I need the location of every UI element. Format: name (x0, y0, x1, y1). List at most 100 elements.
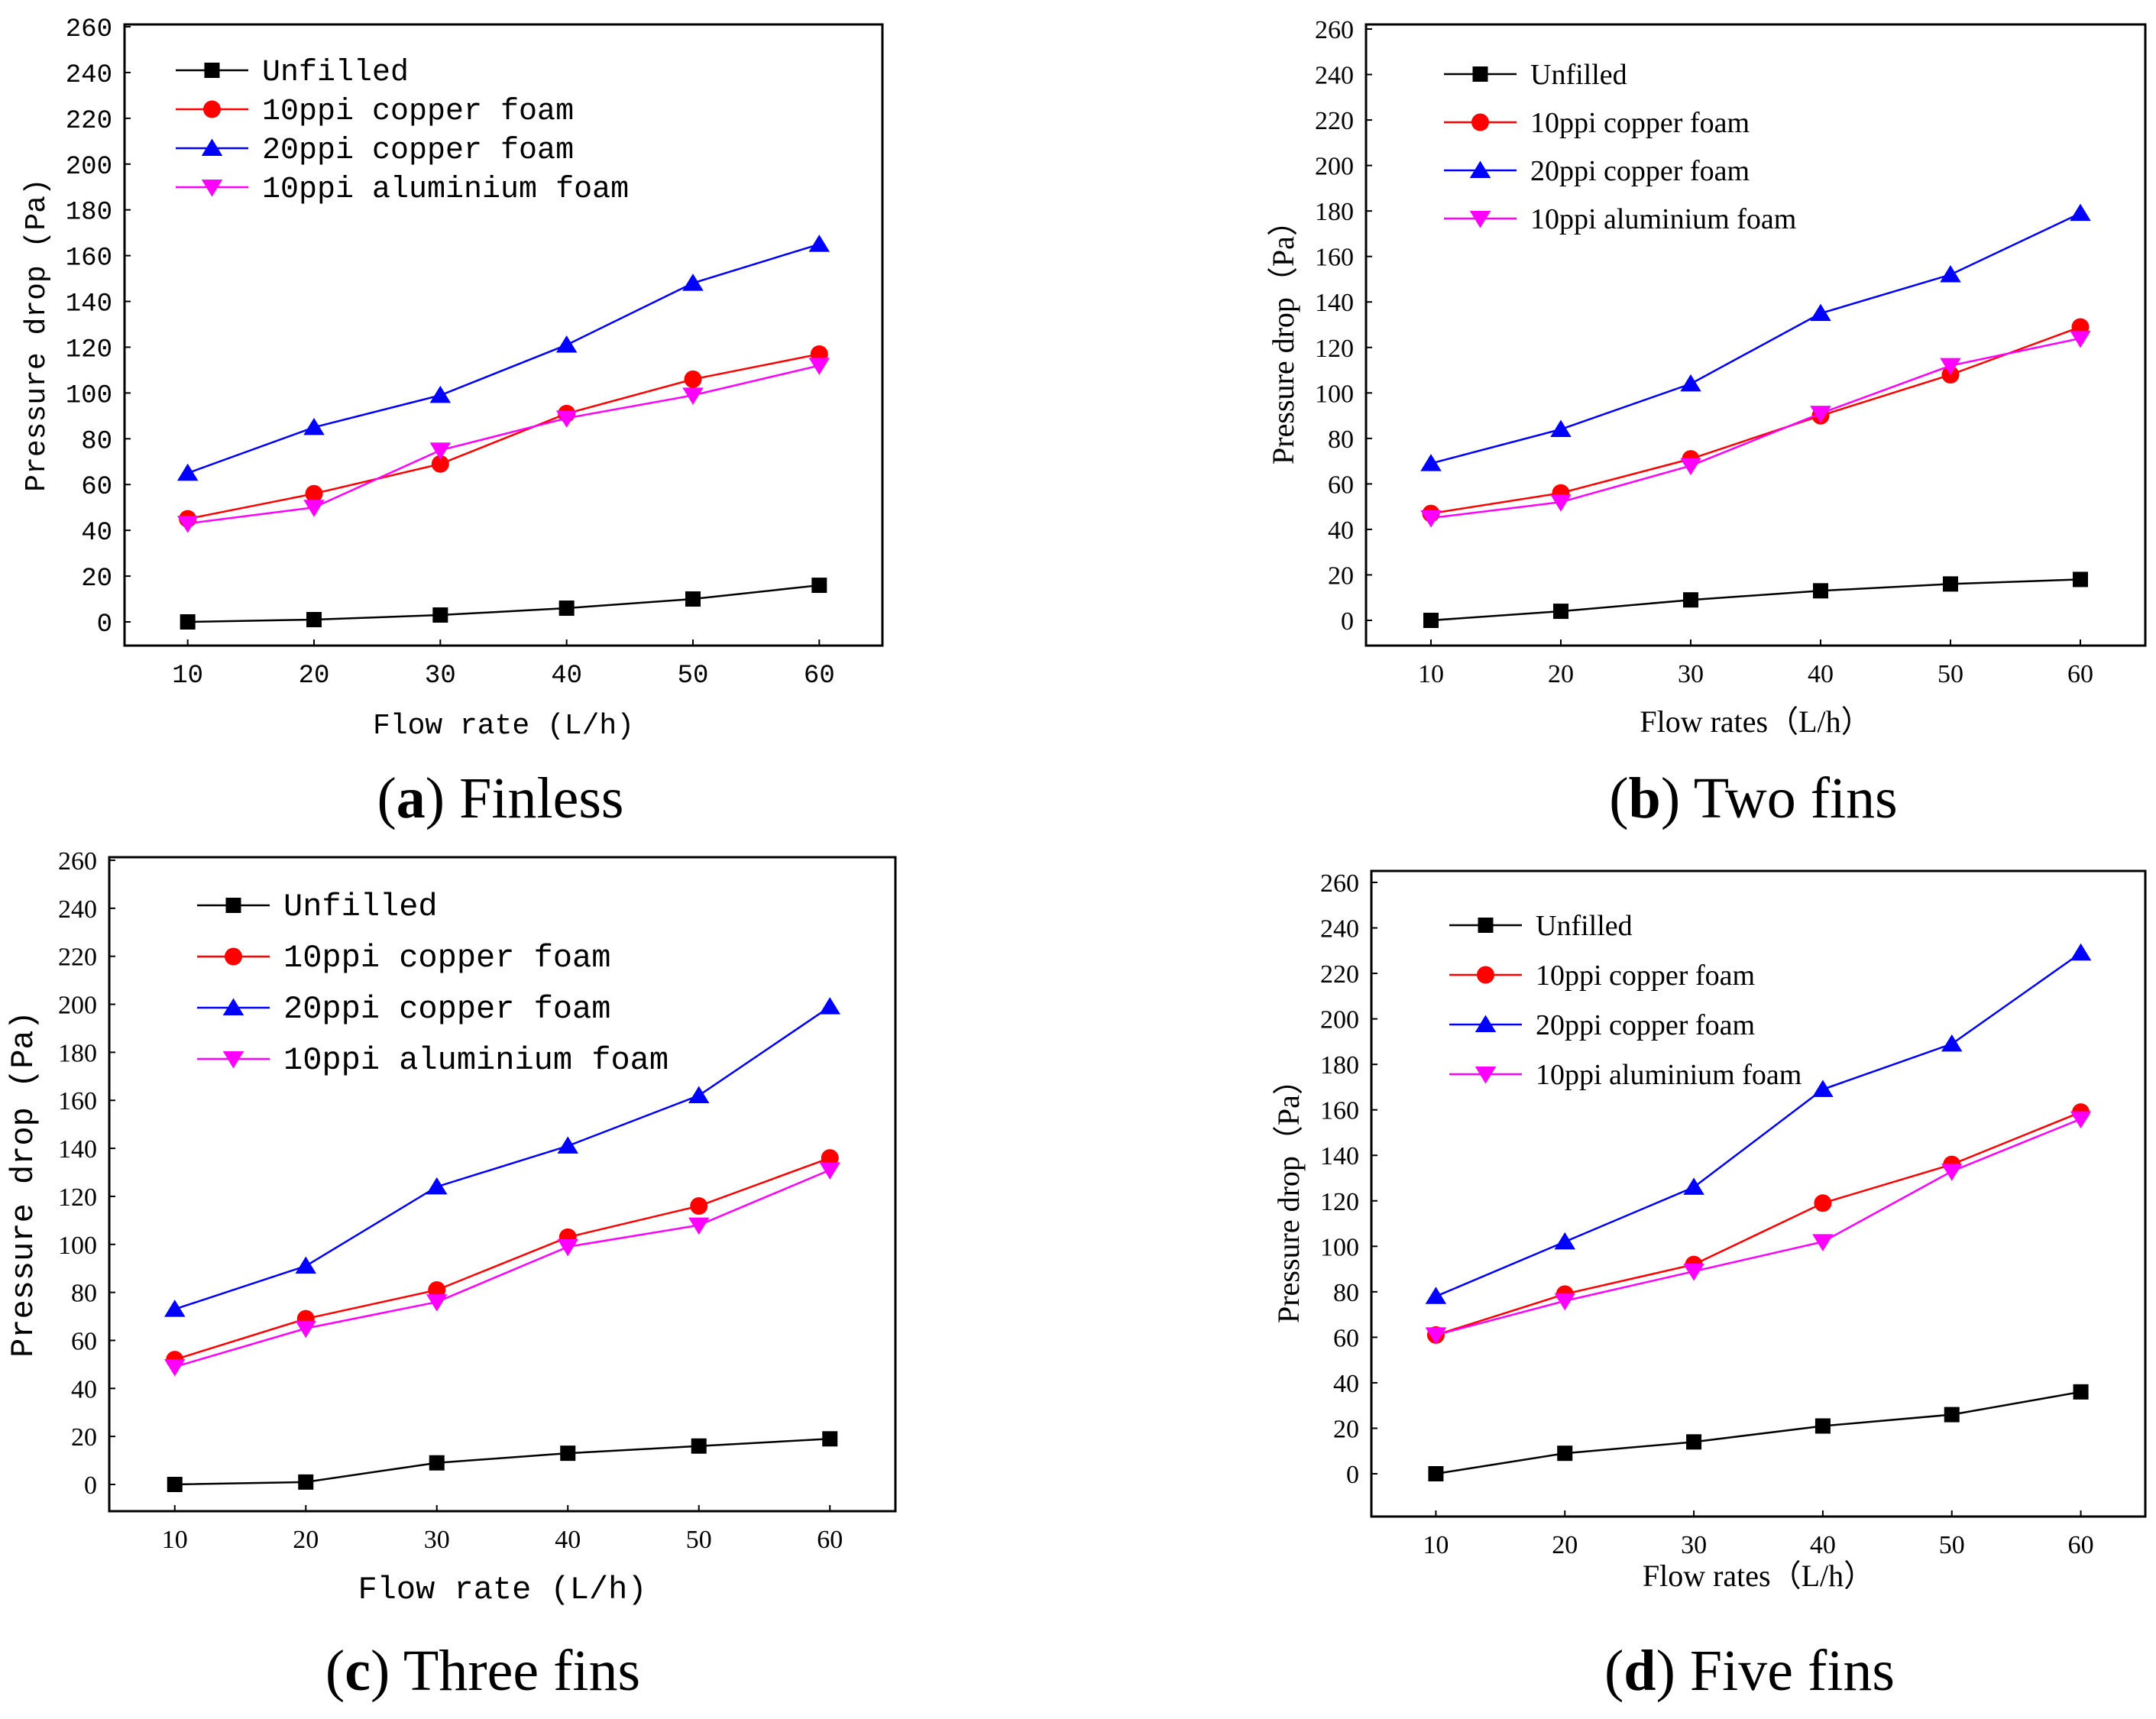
y-axis-label: Pressure drop（Pa） (1266, 206, 1300, 465)
data-point-s2-1 (1550, 419, 1572, 437)
panel-title: Finless (459, 766, 623, 830)
legend-label-3: 10ppi aluminium foam (1536, 1059, 1802, 1091)
data-point-s3-1 (1554, 1293, 1575, 1311)
x-tick-label: 30 (1678, 660, 1704, 688)
plot-area (123, 23, 884, 647)
data-point-s0-5 (2073, 571, 2088, 588)
data-point-s3-3 (555, 410, 578, 428)
x-tick-label: 50 (1939, 1531, 1965, 1559)
y-tick-label: 120 (1320, 1188, 1359, 1216)
data-point-s2-5 (808, 235, 830, 252)
data-point-s1-1 (305, 484, 323, 503)
data-point-s1-4 (690, 1196, 708, 1215)
y-tick-label: 0 (84, 1471, 97, 1500)
y-tick-label: 160 (66, 244, 112, 274)
data-point-s0-3 (1814, 1418, 1831, 1434)
data-point-s0-2 (1686, 1434, 1702, 1450)
series-line-3 (187, 364, 820, 525)
panel-caption: (b) Two fins (1609, 766, 1898, 830)
series-line-2 (1435, 952, 2082, 1297)
data-point-s2-4 (1940, 265, 1961, 283)
y-tick-label: 220 (58, 944, 97, 972)
legend-label-1: 10ppi copper foam (283, 940, 610, 976)
x-tick-label: 10 (1418, 660, 1444, 688)
x-tick-label: 60 (2068, 1531, 2094, 1559)
y-tick-label: 220 (1320, 960, 1359, 989)
data-point-s3-3 (557, 1238, 578, 1257)
x-tick-label: 40 (1810, 1531, 1836, 1559)
data-point-s3-5 (2070, 1111, 2092, 1129)
y-tick-label: 200 (1315, 153, 1354, 181)
x-axis-label: Flow rate (L/h) (373, 710, 634, 743)
legend-label-0: Unfilled (283, 889, 438, 925)
data-point-s0-1 (306, 612, 322, 628)
panel-letter: c (345, 1639, 371, 1703)
data-point-s0-4 (685, 591, 701, 607)
y-tick-label: 120 (1315, 335, 1354, 363)
y-tick-label: 140 (66, 290, 112, 319)
y-tick-label: 240 (58, 895, 97, 924)
y-tick-label: 240 (1320, 915, 1359, 944)
legend-marker-1 (1471, 113, 1489, 131)
chart-panel-1: 0 20 40 60 80 100 120 140 160 180 200 220 240 260 10 20… (1266, 16, 2147, 830)
legend-marker-0 (1478, 918, 1494, 933)
data-point-s3-4 (688, 1217, 710, 1235)
data-point-s0-4 (691, 1438, 707, 1454)
y-tick-label: 0 (1341, 607, 1354, 636)
panel-letter: d (1623, 1639, 1656, 1703)
legend-label-2: 20ppi copper foam (1530, 155, 1750, 187)
legend-marker-2 (222, 998, 244, 1015)
legend-label-2: 20ppi copper foam (1536, 1009, 1755, 1041)
y-tick-label: 260 (1320, 869, 1359, 898)
data-point-s3-1 (1550, 494, 1572, 512)
data-point-s3-3 (1810, 406, 1831, 423)
data-point-s0-1 (298, 1474, 314, 1490)
data-point-s3-0 (176, 516, 199, 533)
legend-label-0: Unfilled (262, 56, 409, 90)
chart-panel-3: 0 20 40 60 80 100 120 140 160 180 200 220 240 260 10 20… (1271, 869, 2147, 1703)
chart-panel-2: 0 20 40 60 80 100 120 140 160 180 200 220 240 260 10 20… (5, 847, 897, 1703)
y-axis-label: Pressure drop（Pa） (1271, 1064, 1306, 1323)
y-tick-label: 220 (66, 107, 112, 136)
legend-marker-3 (201, 180, 223, 197)
x-axis-label: Flow rate (L/h) (358, 1572, 646, 1608)
legend-marker-1 (225, 947, 242, 966)
legend-label-3: 10ppi aluminium foam (1530, 203, 1796, 235)
data-point-s0-5 (2073, 1384, 2089, 1400)
panel-letter: a (397, 766, 426, 830)
data-point-s3-5 (2070, 330, 2091, 348)
plot-area (108, 856, 897, 1513)
y-tick-label: 220 (1315, 107, 1354, 135)
legend-label-2: 20ppi copper foam (283, 991, 610, 1028)
data-point-s3-2 (1683, 1264, 1704, 1281)
y-tick-label: 180 (66, 199, 112, 228)
y-tick-label: 260 (58, 847, 97, 876)
panel-caption: (c) Three fins (325, 1639, 640, 1703)
y-tick-label: 80 (81, 427, 112, 456)
data-point-s2-1 (295, 1256, 316, 1274)
data-point-s0-0 (1428, 1466, 1444, 1481)
x-tick-label: 50 (678, 662, 709, 691)
legend-label-1: 10ppi copper foam (1536, 960, 1755, 992)
data-point-s1-3 (1814, 1194, 1832, 1212)
y-tick-label: 100 (1320, 1233, 1359, 1261)
y-tick-label: 40 (1328, 516, 1354, 545)
x-tick-label: 60 (2067, 660, 2093, 688)
series-line-1 (174, 1157, 830, 1361)
data-point-s2-1 (303, 417, 325, 435)
x-tick-label: 30 (1681, 1531, 1707, 1559)
legend-label-1: 10ppi copper foam (1530, 107, 1750, 139)
x-tick-label: 20 (1548, 660, 1574, 688)
legend-label-3: 10ppi aluminium foam (283, 1042, 668, 1079)
data-point-s0-2 (432, 607, 448, 623)
data-point-s2-5 (2070, 943, 2092, 961)
x-tick-label: 10 (172, 662, 203, 691)
series-line-0 (187, 584, 820, 623)
data-point-s3-5 (808, 358, 830, 375)
y-axis-label: Pressure drop (Pa) (21, 178, 53, 491)
x-tick-label: 40 (551, 662, 582, 691)
y-tick-label: 40 (81, 519, 112, 548)
y-tick-label: 260 (1315, 16, 1354, 44)
data-point-s0-3 (558, 601, 575, 617)
y-tick-label: 180 (1320, 1051, 1359, 1080)
